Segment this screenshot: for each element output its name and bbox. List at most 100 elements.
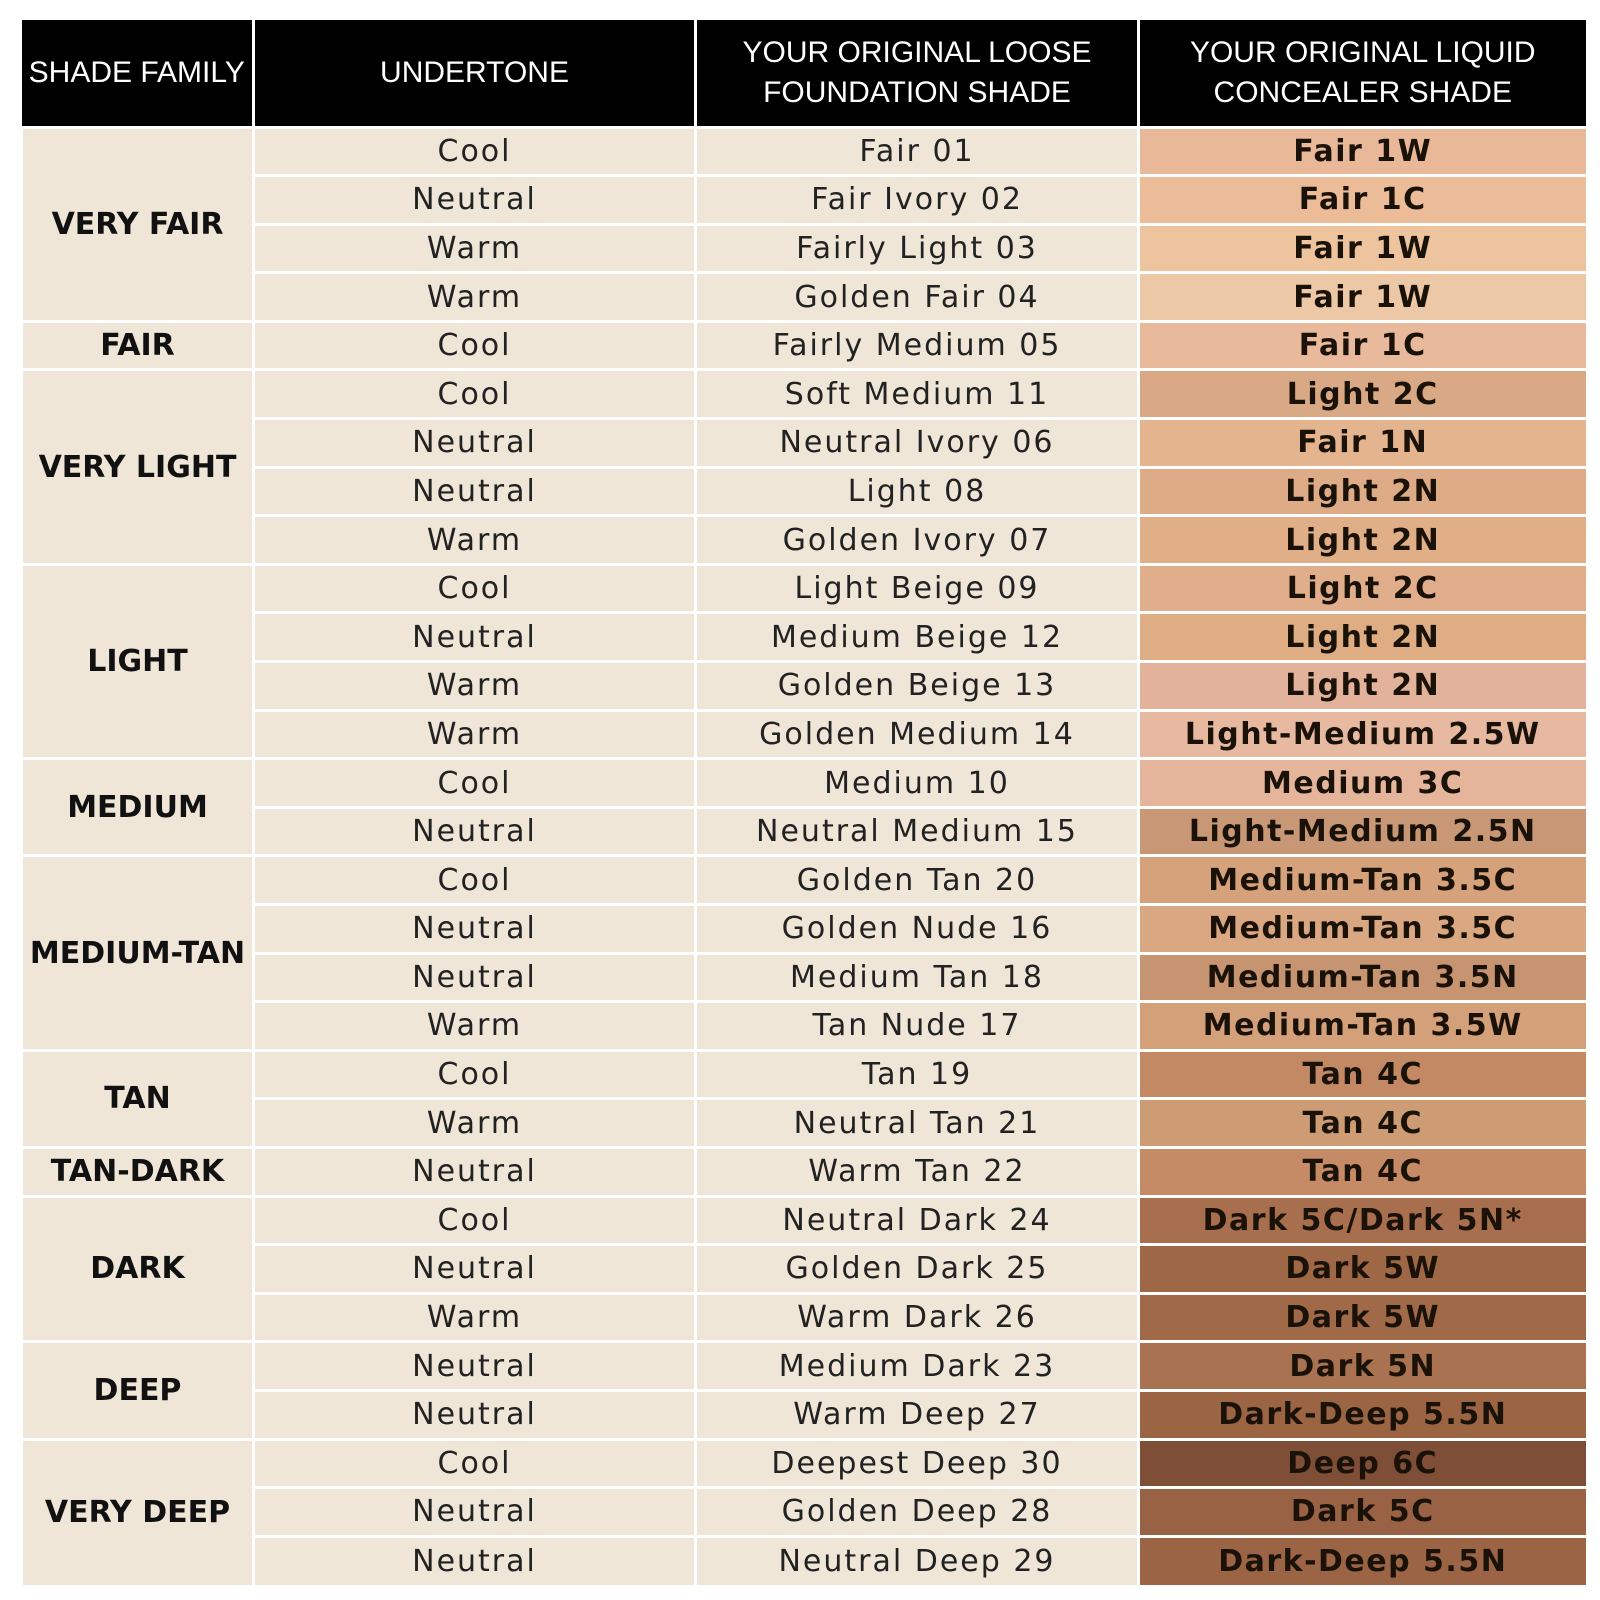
foundation-shade-cell: Deepest Deep 30 (694, 1437, 1139, 1488)
foundation-shade-cell: Fairly Medium 05 (694, 319, 1139, 370)
shade-family-cell: VERY FAIR (20, 125, 254, 322)
concealer-shade-cell: Dark 5W (1137, 1291, 1586, 1342)
undertone-cell: Neutral (252, 951, 696, 1002)
table-row: FAIR Cool Fairly Medium 05 Fair 1C (20, 319, 1586, 370)
undertone-cell: Neutral (252, 1340, 696, 1391)
foundation-shade-cell: Golden Dark 25 (694, 1243, 1139, 1294)
table-row: Neutral Neutral Deep 29 Dark-Deep 5.5N (22, 1534, 1586, 1585)
concealer-shade-cell: Fair 1C (1137, 174, 1586, 225)
foundation-shade-cell: Neutral Tan 21 (694, 1097, 1139, 1148)
header-row: SHADE FAMILY UNDERTONE YOUR ORIGINAL LOO… (21, 20, 1586, 127)
undertone-cell: Warm (252, 222, 696, 273)
undertone-cell: Neutral (252, 805, 696, 856)
undertone-cell: Neutral (252, 465, 696, 516)
undertone-cell: Neutral (252, 417, 696, 468)
table-row: Neutral Neutral Ivory 06 Fair 1N (22, 417, 1586, 468)
concealer-shade-cell: Fair 1C (1137, 319, 1586, 370)
undertone-cell: Warm (252, 1291, 696, 1342)
concealer-shade-cell: Light 2N (1137, 465, 1586, 516)
table-row: VERY LIGHT Cool Soft Medium 11 Light 2C (20, 368, 1586, 565)
table-row: LIGHT Cool Light Beige 09 Light 2C (20, 562, 1586, 759)
foundation-shade-cell: Fairly Light 03 (694, 222, 1139, 273)
shade-family-cell: FAIR (20, 319, 254, 370)
undertone-cell: Neutral (252, 611, 696, 662)
undertone-cell: Warm (252, 514, 696, 565)
undertone-cell: Warm (252, 660, 696, 711)
concealer-shade-cell: Fair 1N (1137, 417, 1586, 468)
concealer-shade-cell: Dark 5N (1137, 1340, 1586, 1391)
shade-family-cell: TAN (20, 1048, 254, 1148)
foundation-shade-cell: Warm Deep 27 (694, 1388, 1139, 1440)
table-row: Neutral Golden Deep 28 Dark 5C (22, 1486, 1586, 1537)
table-row: Neutral Neutral Medium 15 Light-Medium 2.5… (22, 805, 1586, 856)
concealer-shade-cell: Light-Medium 2.5W (1137, 708, 1586, 759)
table-row: Warm Golden Fair 04 Fair 1W (22, 271, 1586, 322)
table-row: MEDIUM-TAN Cool Golden Tan 20 Medium-Tan 3.… (20, 854, 1586, 1051)
shade-family-cell: MEDIUM (20, 757, 254, 856)
undertone-cell: Warm (252, 271, 696, 322)
concealer-shade-cell: Medium-Tan 3.5W (1137, 1000, 1586, 1051)
table-row: Neutral Warm Deep 27 Dark-Deep 5.5N (22, 1388, 1586, 1440)
foundation-shade-cell: Warm Dark 26 (694, 1291, 1139, 1342)
foundation-shade-cell: Golden Deep 28 (694, 1486, 1139, 1537)
table-row: DARK Cool Neutral Dark 24 Dark 5C/Dark 5N* (20, 1194, 1586, 1342)
foundation-shade-cell: Light Beige 09 (694, 562, 1139, 613)
undertone-cell: Neutral (252, 1243, 696, 1294)
shade-family-cell: TAN-DARK (20, 1145, 254, 1197)
table-row: Warm Warm Dark 26 Dark 5W (22, 1291, 1586, 1342)
table-row: Warm Tan Nude 17 Medium-Tan 3.5W (22, 1000, 1586, 1051)
undertone-cell: Neutral (252, 174, 696, 225)
foundation-shade-cell: Golden Nude 16 (694, 903, 1139, 954)
foundation-shade-cell: Golden Ivory 07 (694, 514, 1139, 565)
table-row: Neutral Light 08 Light 2N (22, 465, 1586, 516)
foundation-shade-cell: Medium 10 (694, 757, 1139, 808)
foundation-shade-cell: Golden Tan 20 (694, 854, 1139, 905)
undertone-cell: Warm (252, 1097, 696, 1148)
concealer-shade-cell: Tan 4C (1137, 1097, 1586, 1148)
concealer-shade-cell: Medium-Tan 3.5C (1137, 903, 1586, 954)
table-row: Warm Neutral Tan 21 Tan 4C (22, 1097, 1586, 1148)
concealer-shade-cell: Fair 1W (1137, 271, 1586, 322)
shade-family-cell: MEDIUM-TAN (20, 854, 254, 1051)
table-row: TAN-DARK Neutral Warm Tan 22 Tan 4C (20, 1145, 1586, 1197)
foundation-shade-cell: Neutral Medium 15 (694, 805, 1139, 856)
shade-family-cell: DARK (20, 1194, 254, 1342)
undertone-cell: Cool (252, 1437, 696, 1488)
concealer-shade-cell: Light 2C (1137, 562, 1586, 613)
shade-family-cell: LIGHT (20, 562, 254, 759)
header-foundation-shade: YOUR ORIGINAL LOOSE FOUNDATION SHADE (694, 20, 1139, 127)
foundation-shade-cell: Light 08 (694, 465, 1139, 516)
concealer-shade-cell: Medium-Tan 3.5C (1137, 854, 1586, 905)
foundation-shade-cell: Golden Medium 14 (694, 708, 1139, 759)
concealer-shade-cell: Medium-Tan 3.5N (1137, 951, 1586, 1002)
undertone-cell: Neutral (252, 1486, 696, 1537)
undertone-cell: Cool (252, 368, 696, 419)
concealer-shade-cell: Fair 1W (1137, 222, 1586, 273)
concealer-shade-cell: Light 2N (1137, 660, 1586, 711)
shade-family-cell: DEEP (20, 1340, 254, 1440)
undertone-cell: Warm (252, 1000, 696, 1051)
shade-family-cell: VERY LIGHT (20, 368, 254, 565)
concealer-shade-cell: Light 2N (1137, 611, 1586, 662)
foundation-shade-cell: Soft Medium 11 (694, 368, 1139, 419)
foundation-shade-cell: Neutral Dark 24 (694, 1194, 1139, 1245)
concealer-shade-cell: Light 2N (1137, 514, 1586, 565)
undertone-cell: Cool (252, 562, 696, 613)
foundation-shade-cell: Golden Fair 04 (694, 271, 1139, 322)
table-row: Neutral Golden Nude 16 Medium-Tan 3.5C (22, 903, 1586, 954)
table-row: MEDIUM Cool Medium 10 Medium 3C (20, 757, 1586, 856)
table-row: Neutral Fair Ivory 02 Fair 1C (22, 174, 1586, 225)
concealer-shade-cell: Light-Medium 2.5N (1137, 805, 1586, 856)
table-row: DEEP Neutral Medium Dark 23 Dark 5N (20, 1340, 1586, 1440)
table-row: Warm Golden Ivory 07 Light 2N (22, 514, 1586, 565)
concealer-shade-cell: Dark-Deep 5.5N (1137, 1534, 1586, 1585)
foundation-shade-cell: Golden Beige 13 (694, 660, 1139, 711)
foundation-shade-cell: Fair Ivory 02 (694, 174, 1139, 225)
concealer-shade-cell: Light 2C (1137, 368, 1586, 419)
foundation-shade-cell: Fair 01 (694, 125, 1139, 176)
concealer-shade-cell: Fair 1W (1137, 125, 1586, 176)
undertone-cell: Cool (252, 1194, 696, 1245)
header-undertone: UNDERTONE (252, 20, 696, 127)
table-row: Neutral Medium Tan 18 Medium-Tan 3.5N (22, 951, 1586, 1002)
undertone-cell: Cool (252, 125, 696, 176)
